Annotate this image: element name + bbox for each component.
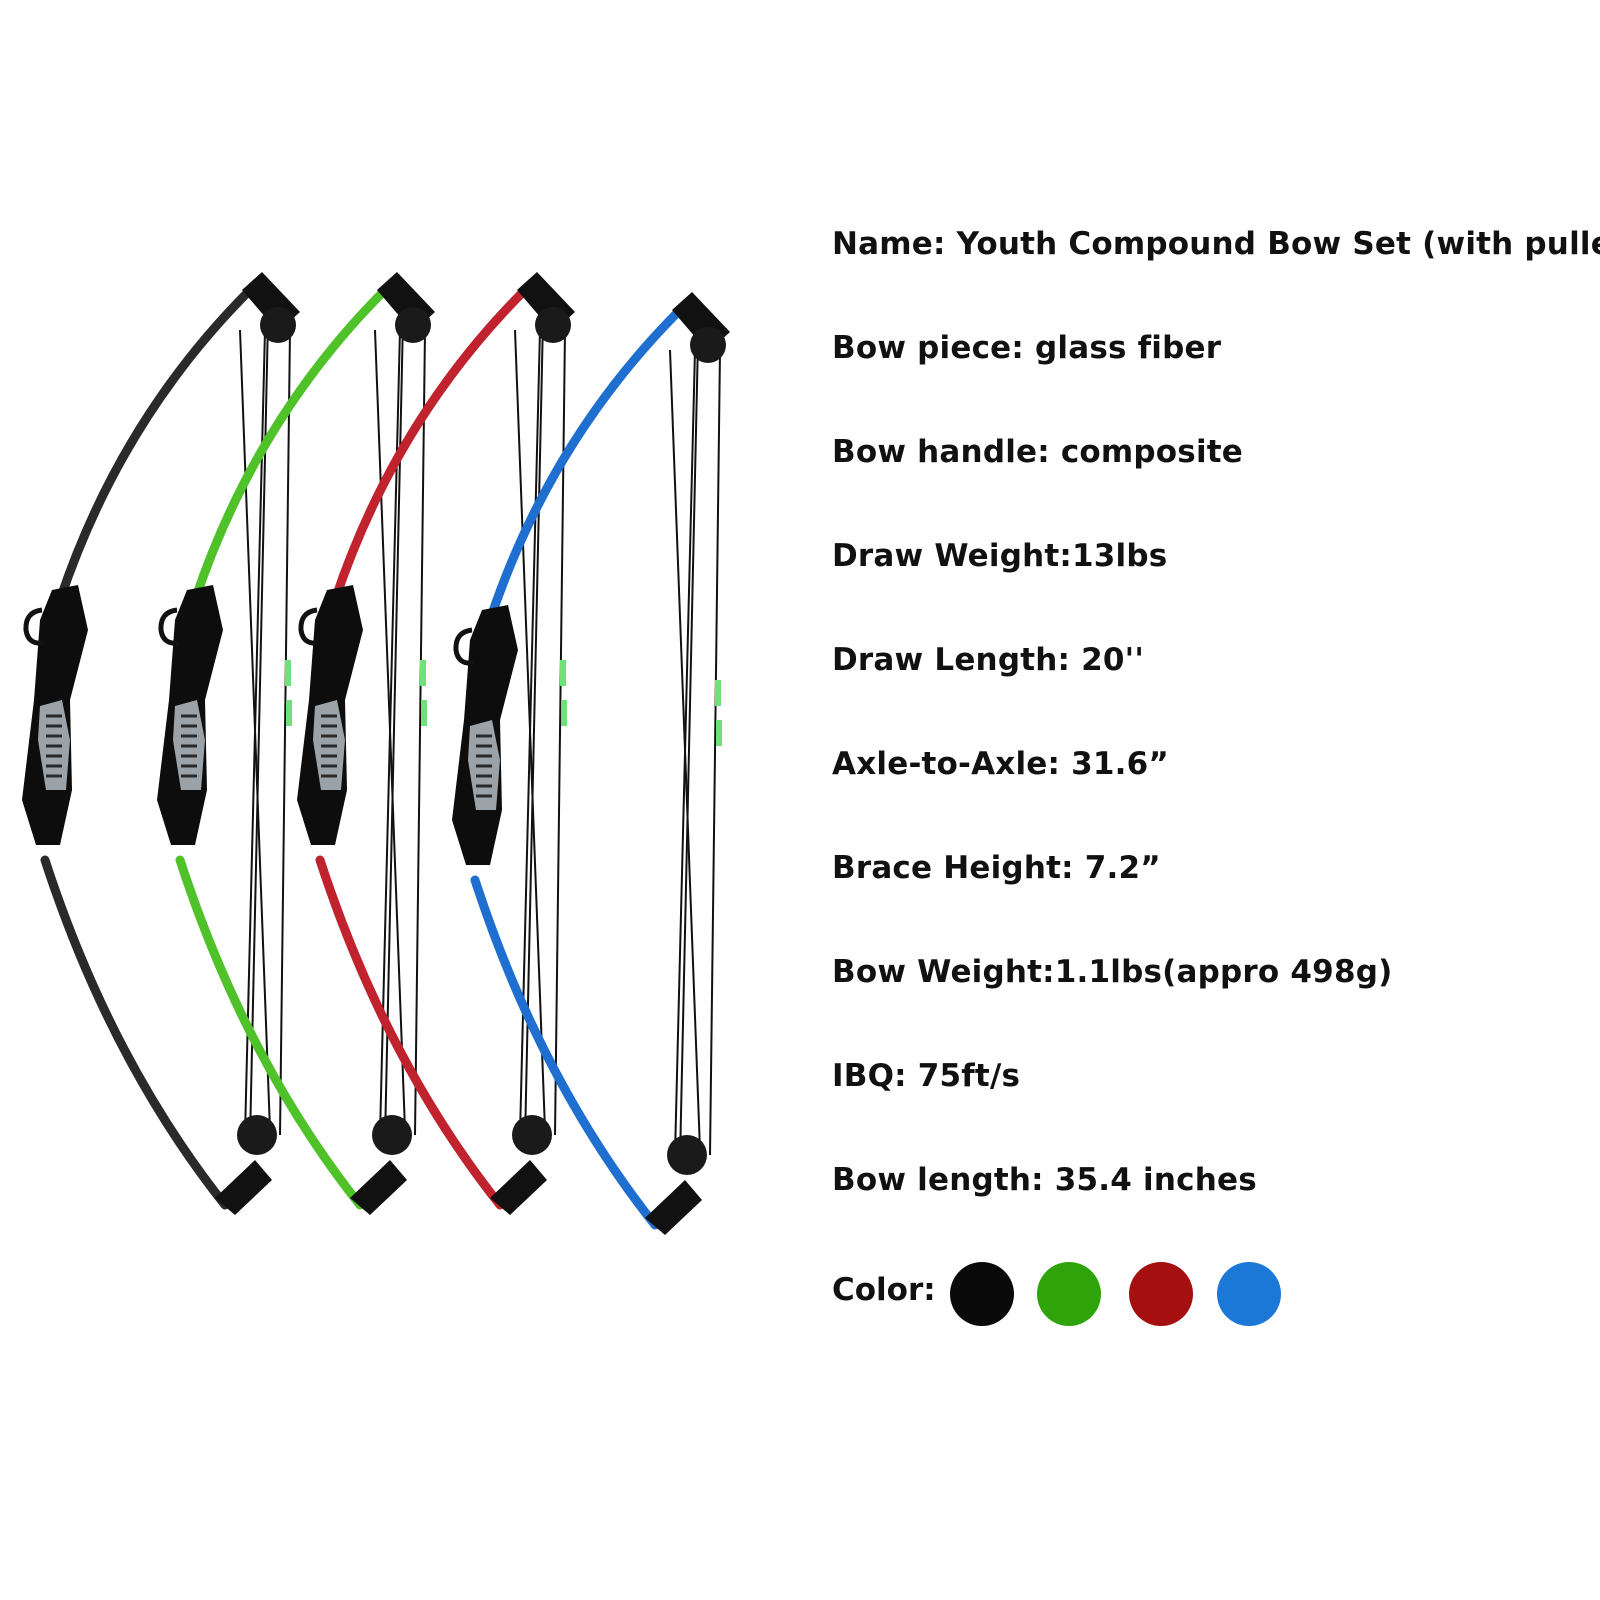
- color-label: Color:: [832, 1272, 936, 1308]
- spec-ibq: IBQ: 75ft/s: [832, 1058, 1021, 1094]
- spec-bow-piece: Bow piece: glass fiber: [832, 330, 1222, 366]
- spec-draw-length: Draw Length: 20'': [832, 642, 1145, 678]
- spec-bow-length: Bow length: 35.4 inches: [832, 1162, 1257, 1198]
- color-swatch-green[interactable]: [1037, 1262, 1101, 1326]
- spec-list: Name: Youth Compound Bow Set (with pulle…: [832, 0, 1600, 1600]
- spec-bow-handle: Bow handle: composite: [832, 434, 1244, 470]
- spec-draw-weight: Draw Weight:13lbs: [832, 538, 1168, 574]
- red-bow: [297, 272, 575, 1215]
- color-swatch-blue[interactable]: [1217, 1262, 1281, 1326]
- spec-bow-weight: Bow Weight:1.1lbs(appro 498g): [832, 954, 1393, 990]
- spec-name: Name: Youth Compound Bow Set (with pulle…: [832, 226, 1600, 262]
- spec-axle-to-axle: Axle-to-Axle: 31.6”: [832, 746, 1169, 782]
- bows-illustration: [22, 272, 730, 1235]
- spec-brace-height: Brace Height: 7.2”: [832, 850, 1161, 886]
- color-swatch-black[interactable]: [950, 1262, 1014, 1326]
- blue-bow: [452, 292, 730, 1235]
- color-swatch-red[interactable]: [1129, 1262, 1193, 1326]
- black-bow: [22, 272, 300, 1215]
- green-bow: [157, 272, 435, 1215]
- color-options: Color:: [832, 1262, 1592, 1332]
